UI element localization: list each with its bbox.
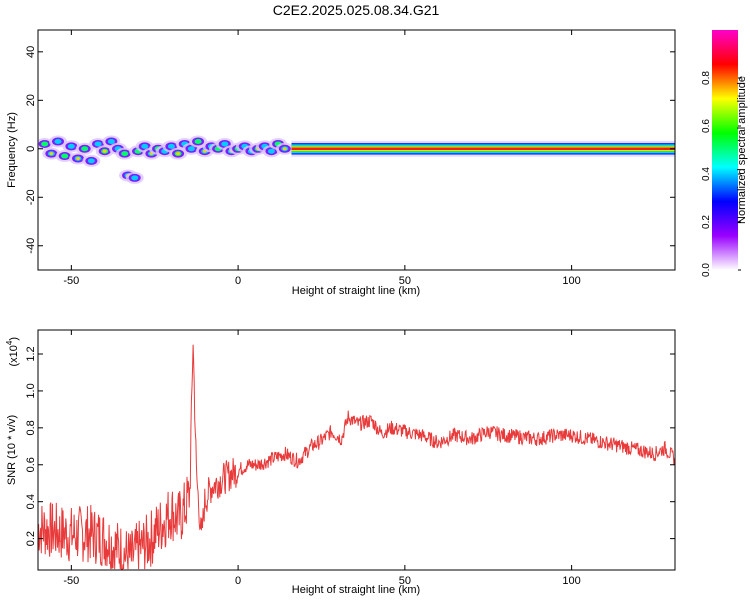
spectrogram-blob-peak bbox=[49, 152, 54, 156]
spectrogram-y-axis-label: Frequency (Hz) bbox=[6, 112, 18, 188]
spectrogram-blob-core bbox=[81, 146, 89, 152]
spectrogram-blob-core bbox=[131, 175, 139, 181]
y-tick-label: 40 bbox=[25, 46, 37, 58]
spectrogram-blob-peak bbox=[176, 152, 181, 156]
colorbar-tick-label: 0.6 bbox=[701, 119, 712, 133]
spectrogram-blob-core bbox=[267, 148, 275, 154]
spectrogram-x-axis-label: Height of straight line (km) bbox=[292, 285, 420, 297]
y-tick-label: 0 bbox=[25, 146, 37, 152]
snr-x-axis-label: Height of straight line (km) bbox=[292, 584, 420, 596]
snr-y-multiplier-close: ) bbox=[8, 337, 20, 341]
snr-y-ticks: 0.2 0.4 0.6 0.8 1.0 1.2 bbox=[25, 346, 675, 546]
spectrogram-blob-peak bbox=[282, 147, 287, 151]
x-tick-label: 0 bbox=[235, 575, 241, 587]
y-tick-label: 20 bbox=[25, 94, 37, 106]
spectrogram-blob-core bbox=[54, 139, 62, 145]
spectrogram-blob-core bbox=[67, 143, 75, 149]
x-tick-label: 100 bbox=[562, 275, 580, 287]
spectrogram-blob-core bbox=[221, 141, 229, 147]
snr-y-multiplier: (x104) bbox=[5, 337, 20, 367]
snr-plot-area bbox=[38, 330, 675, 570]
colorbar: 0.0 0.2 0.4 0.6 0.8 Normalized spectral ampl… bbox=[701, 30, 748, 277]
colorbar-label: Normalized spectral amplitude bbox=[736, 76, 748, 224]
y-tick-label: 0.8 bbox=[25, 420, 37, 435]
spectrogram-blob-core bbox=[41, 141, 49, 147]
spectrogram-blob-core bbox=[141, 143, 149, 149]
steady-band-layer bbox=[291, 147, 675, 151]
spectrogram-blobs bbox=[38, 135, 294, 184]
y-tick-label: -20 bbox=[25, 189, 37, 205]
snr-y-axis-label: SNR (10 * v/v) bbox=[6, 415, 18, 485]
colorbar-ticks: 0.0 0.2 0.4 0.6 0.8 bbox=[701, 71, 741, 277]
y-tick-label: 1.0 bbox=[25, 383, 37, 398]
snr-y-multiplier-base: (x10 bbox=[8, 345, 20, 366]
snr-x-ticks: -50 0 50 100 bbox=[63, 330, 581, 587]
spectrogram-blob-core bbox=[61, 153, 69, 159]
spectrogram-blob-peak bbox=[102, 149, 107, 153]
y-tick-label: 1.2 bbox=[25, 346, 37, 361]
x-tick-label: -50 bbox=[63, 575, 79, 587]
spectrogram-x-ticks: -50 0 50 100 bbox=[63, 30, 581, 287]
colorbar-tick-label: 0.8 bbox=[701, 71, 712, 85]
spectrogram-blob-core bbox=[194, 139, 202, 145]
spectrogram-blob-core bbox=[187, 146, 195, 152]
y-tick-label: 0.6 bbox=[25, 457, 37, 472]
svg-text:(x104): (x104) bbox=[5, 337, 20, 367]
x-tick-label: 50 bbox=[399, 575, 411, 587]
snr-series-line bbox=[38, 344, 675, 570]
spectrogram-blob-core bbox=[87, 158, 95, 164]
x-tick-label: 50 bbox=[399, 275, 411, 287]
spectrogram-blob-core bbox=[94, 141, 102, 147]
x-tick-label: 100 bbox=[562, 575, 580, 587]
colorbar-tick-label: 0.0 bbox=[701, 263, 712, 277]
spectrogram-blob-core bbox=[121, 151, 129, 157]
spectrogram-frame bbox=[37, 29, 676, 271]
snr-y-multiplier-exponent: 4 bbox=[5, 340, 14, 345]
colorbar-tick-label: 0.4 bbox=[701, 167, 712, 181]
spectrogram-y-ticks: -40 -20 0 20 40 bbox=[25, 46, 675, 254]
x-tick-label: 0 bbox=[235, 275, 241, 287]
y-tick-label: 0.4 bbox=[25, 494, 37, 509]
figure-title: C2E2.2025.025.08.34.G21 bbox=[273, 2, 440, 18]
x-tick-label: -50 bbox=[63, 275, 79, 287]
snr-frame bbox=[37, 329, 676, 571]
y-tick-label: -40 bbox=[25, 238, 37, 254]
y-tick-label: 0.2 bbox=[25, 531, 37, 546]
spectrogram-steady-band bbox=[291, 140, 675, 157]
colorbar-tick-label: 0.2 bbox=[701, 215, 712, 229]
spectrogram-blob-core bbox=[167, 143, 175, 149]
spectrogram-blob-core bbox=[107, 139, 115, 145]
spectrogram-panel: -50 0 50 100 -40 -20 0 20 40 Height of straight… bbox=[6, 29, 676, 297]
snr-panel: -50 0 50 100 0.2 0.4 0.6 0.8 1.0 1.2 Height of s… bbox=[5, 329, 676, 596]
spectrogram-blob-peak bbox=[76, 156, 81, 160]
colorbar-gradient bbox=[712, 30, 738, 270]
